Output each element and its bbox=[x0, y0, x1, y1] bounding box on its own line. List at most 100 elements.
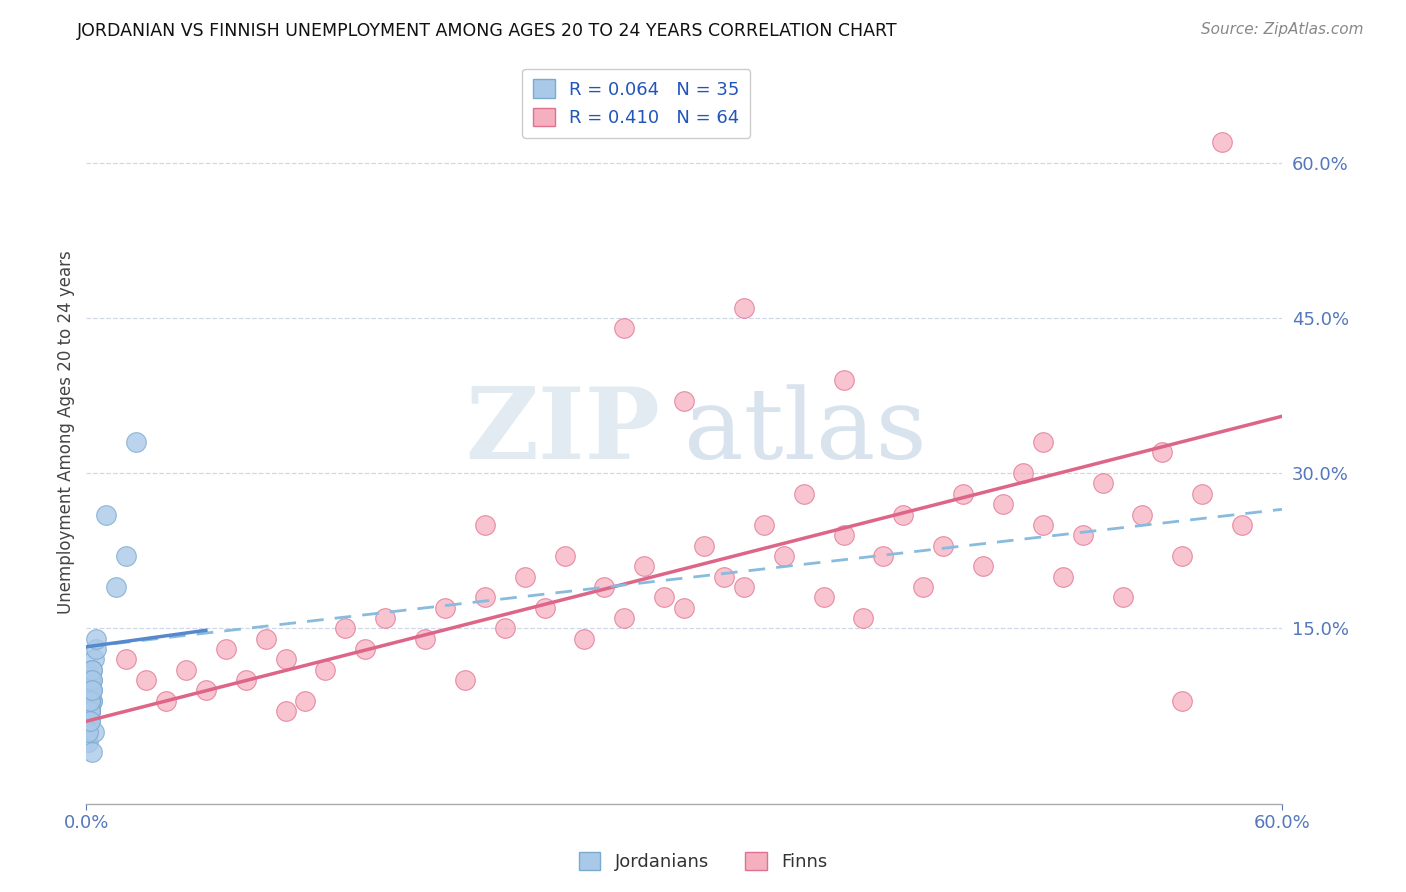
Text: ZIP: ZIP bbox=[465, 384, 661, 480]
Point bbox=[77, 693, 100, 707]
Point bbox=[633, 559, 655, 574]
Point bbox=[1032, 435, 1054, 450]
Point bbox=[872, 549, 894, 563]
Text: Source: ZipAtlas.com: Source: ZipAtlas.com bbox=[1201, 22, 1364, 37]
Point bbox=[79, 714, 101, 729]
Point bbox=[1171, 693, 1194, 707]
Y-axis label: Unemployment Among Ages 20 to 24 years: Unemployment Among Ages 20 to 24 years bbox=[58, 250, 75, 614]
Point bbox=[294, 693, 316, 707]
Point bbox=[82, 693, 104, 707]
Point bbox=[82, 745, 104, 759]
Point bbox=[613, 321, 636, 335]
Point bbox=[105, 580, 128, 594]
Point bbox=[79, 683, 101, 698]
Point bbox=[79, 704, 101, 718]
Point bbox=[1171, 549, 1194, 563]
Point bbox=[254, 632, 277, 646]
Point bbox=[354, 641, 377, 656]
Point bbox=[1152, 445, 1174, 459]
Point bbox=[454, 673, 477, 687]
Point bbox=[84, 641, 107, 656]
Point bbox=[82, 663, 104, 677]
Point bbox=[574, 632, 596, 646]
Point bbox=[115, 652, 138, 666]
Legend: Jordanians, Finns: Jordanians, Finns bbox=[571, 845, 835, 879]
Point bbox=[1012, 466, 1035, 480]
Point bbox=[77, 714, 100, 729]
Point bbox=[82, 683, 104, 698]
Point bbox=[991, 497, 1014, 511]
Point bbox=[174, 663, 197, 677]
Point bbox=[83, 652, 105, 666]
Point bbox=[1191, 487, 1213, 501]
Point bbox=[235, 673, 257, 687]
Point bbox=[772, 549, 794, 563]
Point bbox=[1230, 517, 1253, 532]
Point bbox=[82, 693, 104, 707]
Point bbox=[752, 517, 775, 532]
Text: JORDANIAN VS FINNISH UNEMPLOYMENT AMONG AGES 20 TO 24 YEARS CORRELATION CHART: JORDANIAN VS FINNISH UNEMPLOYMENT AMONG … bbox=[77, 22, 898, 40]
Point bbox=[79, 704, 101, 718]
Point bbox=[1111, 591, 1133, 605]
Point bbox=[374, 611, 396, 625]
Point bbox=[115, 549, 138, 563]
Point bbox=[79, 704, 101, 718]
Point bbox=[673, 600, 696, 615]
Point bbox=[832, 373, 855, 387]
Point bbox=[79, 673, 101, 687]
Point bbox=[79, 704, 101, 718]
Point bbox=[513, 569, 536, 583]
Point bbox=[274, 652, 297, 666]
Point bbox=[932, 539, 955, 553]
Point bbox=[852, 611, 875, 625]
Point bbox=[83, 724, 105, 739]
Point bbox=[1071, 528, 1094, 542]
Point bbox=[952, 487, 974, 501]
Point bbox=[77, 735, 100, 749]
Point bbox=[613, 611, 636, 625]
Point bbox=[793, 487, 815, 501]
Point bbox=[77, 714, 100, 729]
Point bbox=[125, 435, 148, 450]
Point bbox=[77, 724, 100, 739]
Point bbox=[713, 569, 735, 583]
Point bbox=[1032, 517, 1054, 532]
Point bbox=[314, 663, 336, 677]
Point bbox=[891, 508, 914, 522]
Point bbox=[474, 591, 496, 605]
Point bbox=[652, 591, 675, 605]
Point bbox=[813, 591, 835, 605]
Point bbox=[433, 600, 456, 615]
Point bbox=[1132, 508, 1154, 522]
Point bbox=[82, 663, 104, 677]
Point bbox=[82, 683, 104, 698]
Point bbox=[79, 714, 101, 729]
Point bbox=[972, 559, 994, 574]
Point bbox=[135, 673, 157, 687]
Text: atlas: atlas bbox=[685, 384, 927, 480]
Point bbox=[1052, 569, 1074, 583]
Point bbox=[79, 683, 101, 698]
Point bbox=[832, 528, 855, 542]
Point bbox=[733, 301, 755, 315]
Point bbox=[912, 580, 935, 594]
Point bbox=[79, 693, 101, 707]
Point bbox=[554, 549, 576, 563]
Point bbox=[1091, 476, 1114, 491]
Point bbox=[79, 693, 101, 707]
Point bbox=[77, 724, 100, 739]
Point bbox=[155, 693, 177, 707]
Point bbox=[84, 632, 107, 646]
Point bbox=[593, 580, 616, 594]
Point bbox=[1211, 136, 1233, 150]
Legend: R = 0.064   N = 35, R = 0.410   N = 64: R = 0.064 N = 35, R = 0.410 N = 64 bbox=[522, 69, 751, 138]
Point bbox=[96, 508, 118, 522]
Point bbox=[693, 539, 716, 553]
Point bbox=[413, 632, 436, 646]
Point bbox=[533, 600, 555, 615]
Point bbox=[82, 673, 104, 687]
Point bbox=[215, 641, 238, 656]
Point bbox=[79, 704, 101, 718]
Point bbox=[474, 517, 496, 532]
Point bbox=[335, 621, 357, 635]
